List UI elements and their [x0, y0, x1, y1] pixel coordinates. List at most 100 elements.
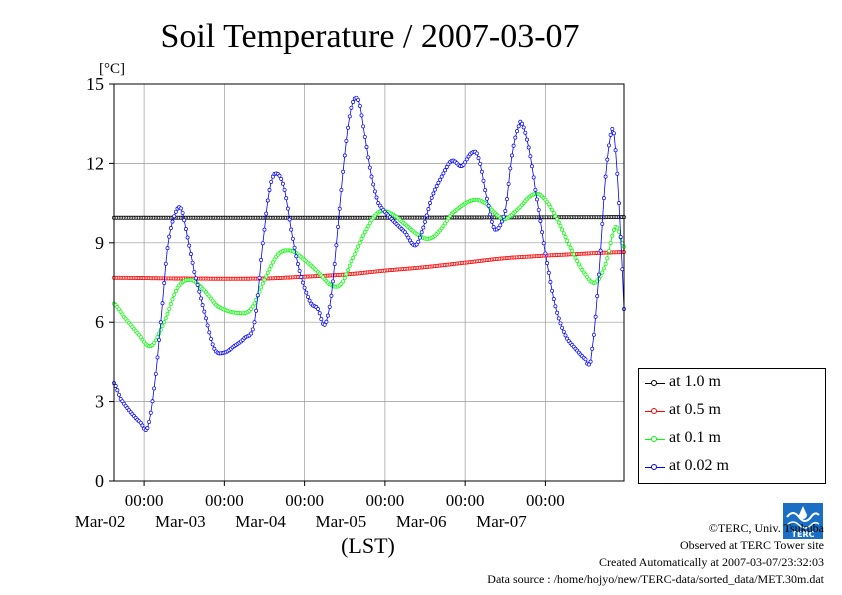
data-point [362, 230, 367, 235]
data-point [160, 323, 165, 328]
terc-logo: TERC [783, 503, 823, 539]
data-point [113, 384, 118, 388]
data-point [357, 103, 362, 108]
data-point [272, 257, 277, 262]
data-point [302, 285, 307, 290]
x-tick-date-label: Mar-06 [396, 512, 447, 531]
data-point [172, 292, 177, 297]
data-point [339, 187, 344, 192]
data-point [168, 302, 173, 306]
data-point [185, 235, 190, 240]
data-point [173, 209, 178, 214]
data-point [560, 325, 565, 330]
data-point [165, 246, 170, 251]
data-point [356, 97, 361, 102]
data-point [332, 262, 337, 266]
data-point [341, 169, 346, 174]
data-point [180, 210, 185, 215]
data-point [505, 197, 509, 202]
data-point [117, 392, 121, 397]
data-point [153, 338, 158, 343]
data-point [299, 275, 304, 279]
legend-item-05m: at 0.5 m [639, 397, 825, 425]
data-point [153, 371, 158, 376]
data-point [526, 145, 531, 150]
data-point [501, 214, 506, 219]
grid [114, 84, 624, 481]
data-point [551, 297, 556, 301]
data-point [344, 138, 349, 143]
data-point [359, 113, 364, 118]
axes: 0 3 6 9 12 15 00:00 Mar-02 00:00 Mar-03 00:00 Mar-0… [75, 74, 565, 531]
data-point [294, 254, 299, 259]
data-point [588, 359, 593, 364]
data-point [362, 134, 367, 139]
data-point [610, 233, 615, 238]
y-tick-label: 9 [95, 233, 104, 253]
data-point [561, 329, 566, 334]
data-point [610, 127, 615, 131]
data-point [361, 233, 366, 238]
data-point [615, 225, 620, 230]
series-at-0_02-m [112, 95, 626, 432]
data-point [531, 175, 536, 180]
data-point [615, 171, 620, 176]
data-point [548, 205, 553, 209]
data-point [163, 316, 168, 321]
data-point [187, 243, 192, 248]
data-point [346, 125, 351, 130]
data-point [600, 221, 605, 226]
data-point [334, 243, 339, 248]
data-point [341, 279, 346, 284]
data-point [488, 212, 493, 217]
data-point [257, 275, 262, 280]
y-tick-label: 3 [95, 392, 104, 412]
data-point [591, 332, 596, 337]
data-point [543, 251, 548, 256]
data-point [424, 213, 429, 218]
data-point [553, 304, 558, 309]
data-point [419, 230, 424, 235]
data-point [525, 137, 529, 142]
x-tick-date-label: Mar-05 [316, 512, 367, 531]
data-point [202, 309, 207, 314]
footer-created: Created Automatically at 2007-03-07/23:3… [599, 555, 824, 569]
data-point [530, 164, 534, 169]
x-tick-time-label: 00:00 [205, 491, 244, 510]
data-point [183, 227, 188, 231]
data-point [319, 317, 324, 322]
data-point [147, 419, 152, 424]
data-point [254, 308, 259, 313]
legend-marker-1m [651, 380, 657, 386]
data-point [436, 180, 441, 185]
data-point [601, 196, 606, 201]
data-point [503, 209, 508, 213]
data-point [476, 156, 481, 161]
data-point [541, 241, 546, 246]
data-point [536, 207, 541, 212]
data-point [535, 197, 539, 202]
data-point [264, 274, 269, 279]
data-point [433, 187, 437, 192]
data-point [545, 261, 550, 266]
data-point [267, 188, 272, 192]
x-tick-time-label: 00:00 [446, 491, 485, 510]
data-point [152, 340, 157, 345]
legend-label-002m: at 0.02 m [669, 457, 729, 474]
data-point [556, 220, 561, 225]
legend-label-01m: at 0.1 m [669, 429, 721, 446]
data-point [140, 423, 145, 428]
data-point [260, 241, 265, 246]
data-point [167, 306, 172, 311]
y-tick-label: 6 [95, 312, 104, 332]
data-point [603, 174, 608, 179]
data-point [158, 320, 163, 325]
data-point [252, 320, 257, 325]
data-point [555, 217, 560, 222]
legend-marker-05m [651, 408, 657, 414]
data-point [331, 279, 335, 284]
data-point [565, 238, 570, 243]
data-point [163, 261, 168, 266]
data-point [429, 195, 434, 200]
